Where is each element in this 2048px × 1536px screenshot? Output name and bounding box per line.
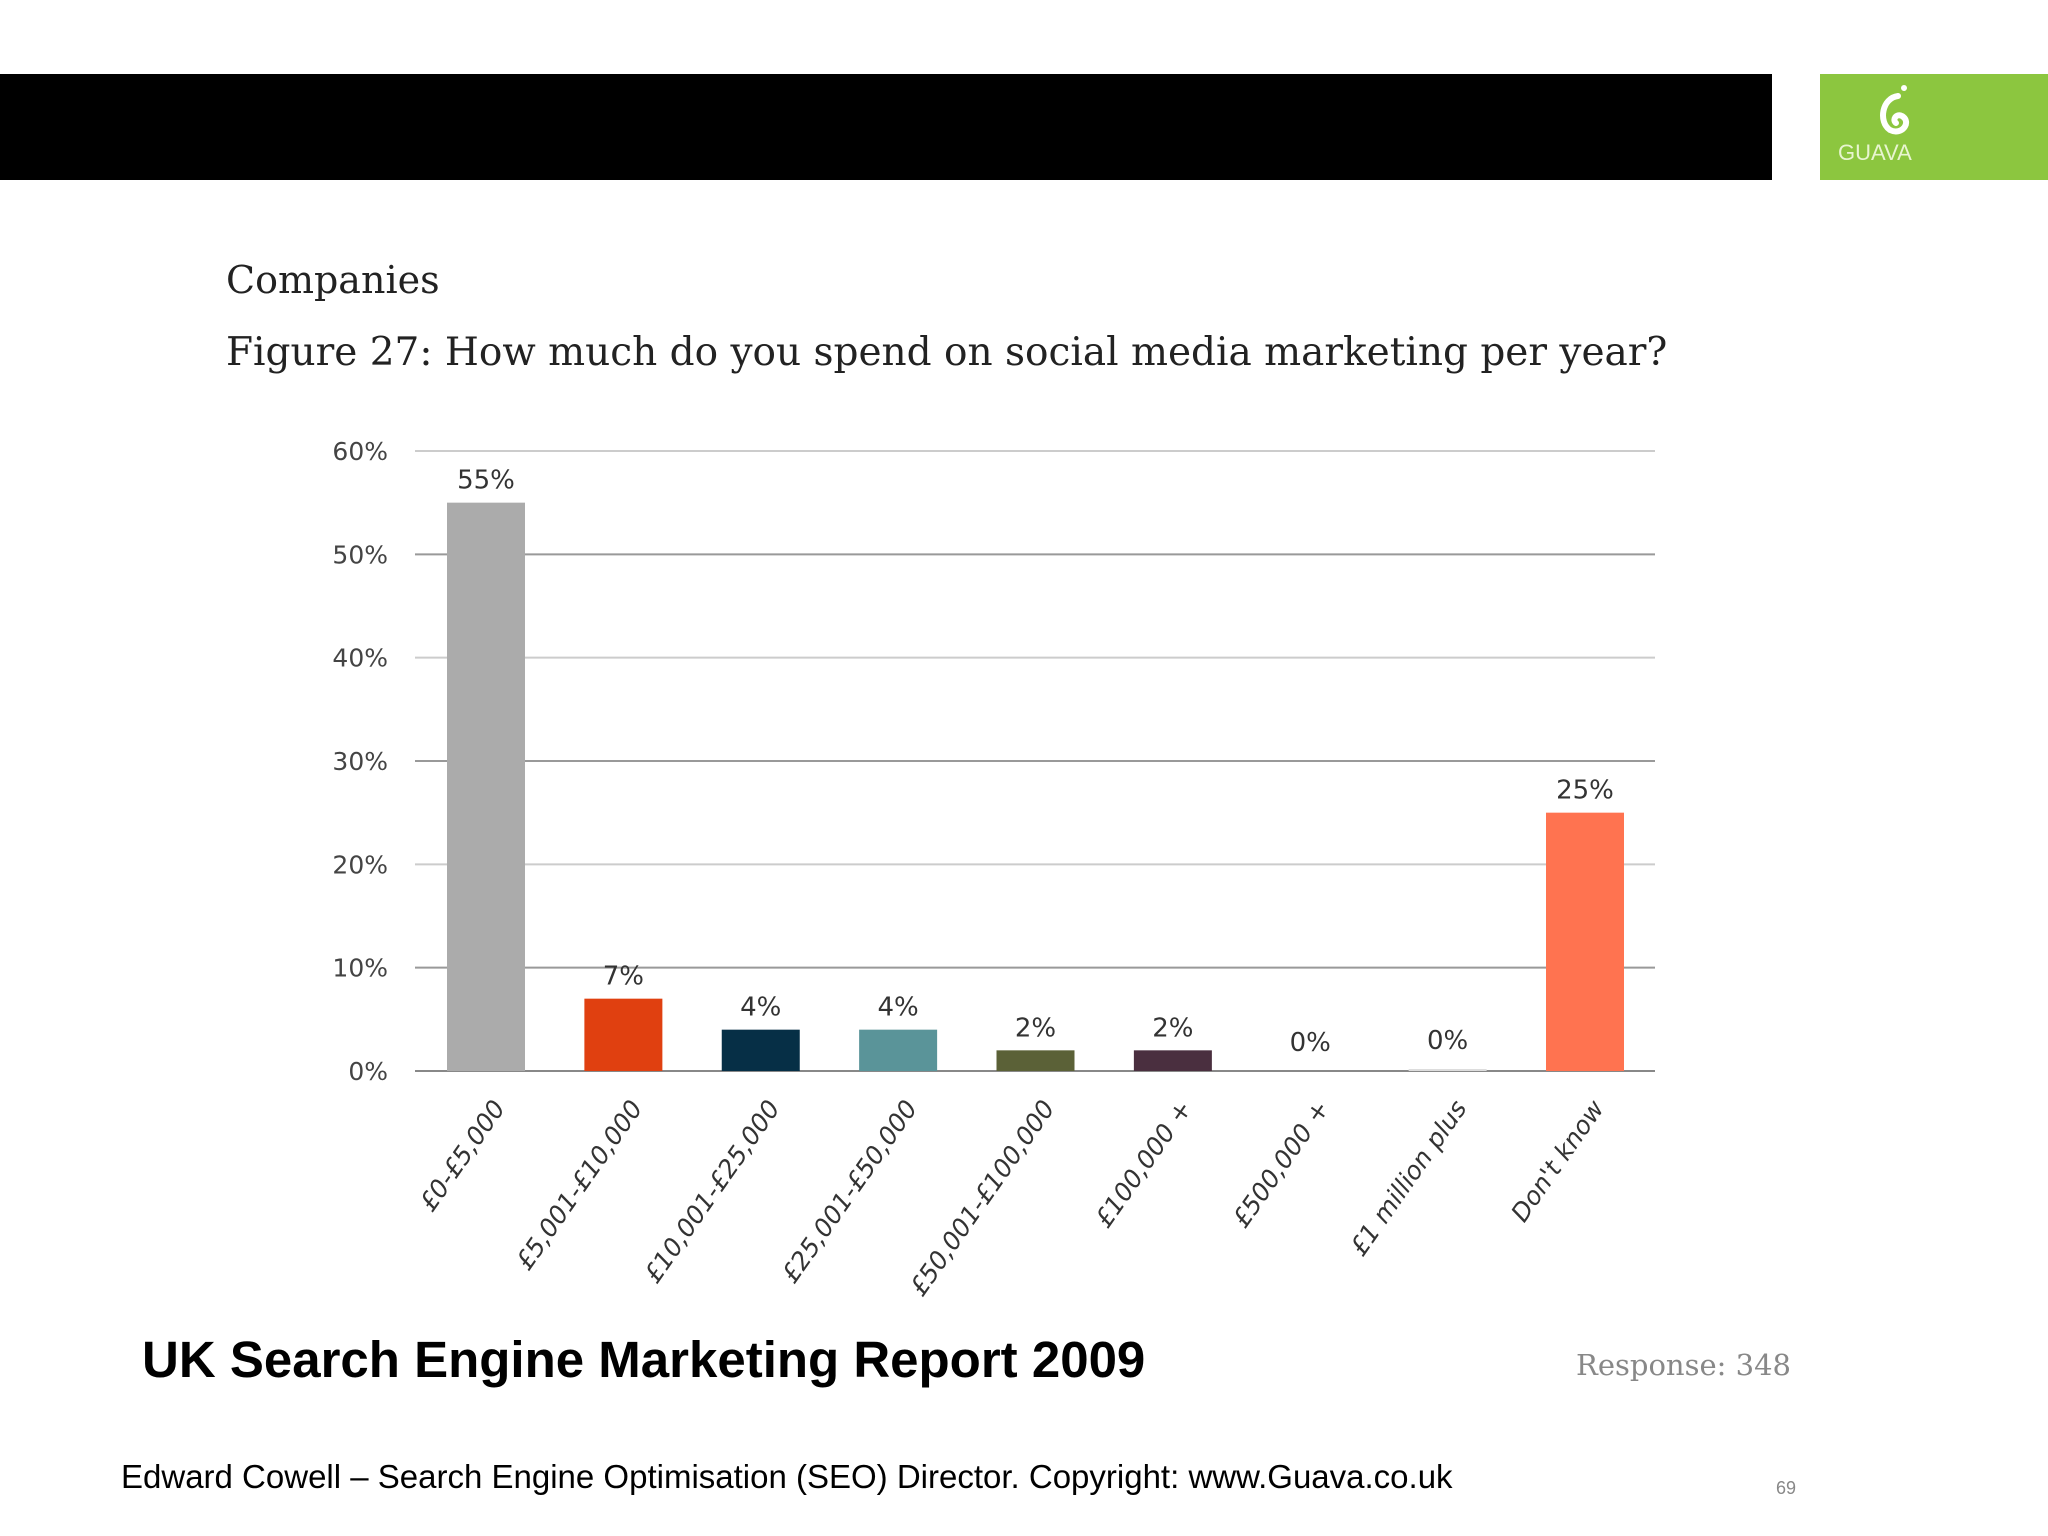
x-tick-label: £100,000 + (1089, 1095, 1198, 1233)
y-tick-label: 20% (332, 850, 388, 879)
page-number: 69 (1776, 1478, 1797, 1498)
data-label: 4% (878, 993, 919, 1023)
report-title: UK Search Engine Marketing Report 2009 (142, 1331, 1146, 1388)
header-bar (0, 74, 1772, 180)
data-label: 4% (740, 993, 781, 1023)
logo-text: GUAVA (1838, 140, 1912, 165)
bar (996, 1050, 1075, 1071)
bar (721, 1029, 800, 1071)
x-tick-label: £50,001-£100,000 (904, 1095, 1061, 1301)
response-count: Response: 348 (1576, 1348, 1791, 1382)
x-tick-label: £1 million plus (1344, 1095, 1473, 1261)
bar (1133, 1050, 1212, 1071)
chart-title: Figure 27: How much do you spend on soci… (226, 330, 1668, 375)
footer-credit: Edward Cowell – Search Engine Optimisati… (121, 1458, 1453, 1495)
y-tick-label: 50% (332, 540, 388, 569)
bar (447, 502, 525, 1072)
x-tick-label: £0-£5,000 (414, 1095, 511, 1217)
data-label: 2% (1015, 1013, 1056, 1043)
bar (1546, 812, 1624, 1071)
bar (859, 1029, 938, 1071)
data-label: 2% (1152, 1013, 1193, 1043)
data-label: 0% (1427, 1026, 1468, 1056)
data-label: 7% (603, 962, 644, 992)
y-tick-label: 30% (332, 747, 388, 776)
guava-logo: GUAVA (1820, 74, 2048, 180)
y-tick-label: 0% (348, 1057, 388, 1086)
y-tick-label: 60% (332, 437, 388, 466)
guava-swirl-icon (1880, 85, 1910, 135)
bar (584, 998, 663, 1071)
data-label: 55% (457, 466, 515, 496)
x-tick-label: £25,001-£50,000 (776, 1095, 924, 1288)
data-label: 25% (1556, 776, 1614, 806)
bar (1408, 1069, 1487, 1071)
y-tick-label: 10% (332, 954, 388, 983)
y-tick-label: 40% (332, 644, 388, 673)
x-tick-label: £500,000 + (1226, 1095, 1335, 1233)
data-label: 0% (1290, 1028, 1331, 1058)
x-tick-label: £10,001-£25,000 (638, 1095, 786, 1288)
x-tick-label: Don't know (1505, 1094, 1610, 1227)
x-tick-label: £5,001-£10,000 (510, 1095, 648, 1275)
section-label: Companies (226, 258, 440, 302)
